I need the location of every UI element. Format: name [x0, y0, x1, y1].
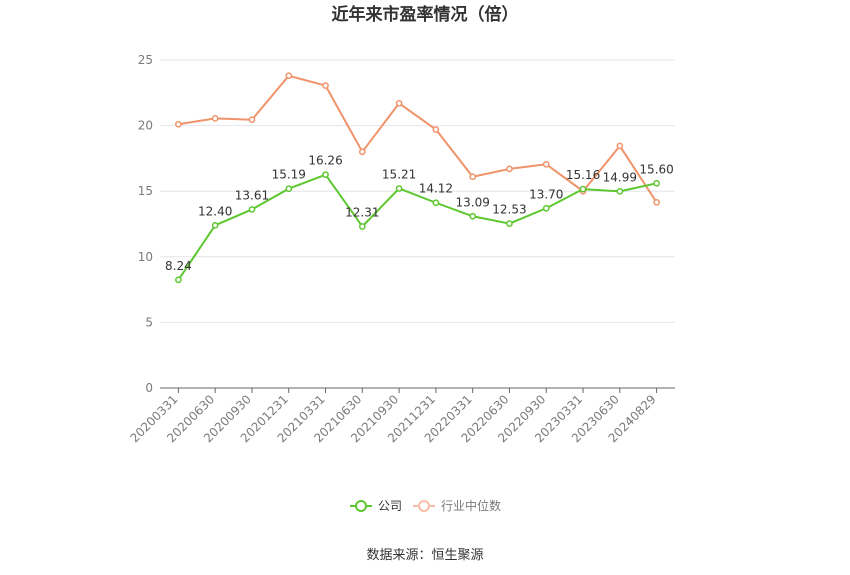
data-point[interactable] — [322, 82, 329, 89]
data-label: 14.99 — [603, 170, 637, 184]
data-point[interactable] — [285, 185, 293, 193]
data-point[interactable] — [248, 116, 256, 124]
data-point[interactable] — [175, 276, 182, 284]
data-label: 14.12 — [419, 182, 453, 196]
data-point[interactable] — [322, 171, 329, 179]
data-point[interactable] — [616, 142, 624, 150]
data-label: 12.53 — [492, 203, 526, 217]
series-line-company — [177, 173, 657, 281]
legend[interactable]: 公司 行业中位数 — [350, 498, 501, 513]
legend-item-industry-median[interactable]: 行业中位数 — [413, 498, 501, 513]
data-point[interactable] — [395, 99, 403, 107]
data-label: 15.19 — [272, 168, 306, 182]
chart-title: 近年来市盈率情况（倍） — [332, 4, 519, 25]
grid-lines — [160, 59, 675, 323]
legend-label-industry-median: 行业中位数 — [441, 498, 501, 513]
legend-swatch-marker — [418, 500, 430, 512]
y-tick-label: 20 — [138, 119, 153, 133]
data-point[interactable] — [653, 179, 660, 187]
y-tick-label: 5 — [145, 315, 153, 329]
data-labels: 8.2412.4013.6115.1916.2612.3115.2114.121… — [165, 154, 674, 273]
data-label: 15.16 — [566, 168, 600, 182]
data-point[interactable] — [395, 185, 403, 192]
data-point[interactable] — [506, 165, 513, 173]
data-label: 8.24 — [165, 259, 192, 273]
data-label: 13.09 — [455, 195, 489, 209]
data-point[interactable] — [248, 206, 256, 213]
data-point[interactable] — [358, 148, 366, 156]
y-tick-label: 0 — [145, 381, 153, 395]
data-point[interactable] — [358, 223, 366, 230]
data-point[interactable] — [542, 160, 550, 168]
source-note: 数据来源：恒生聚源 — [366, 548, 483, 563]
y-axis-ticks: 0 5 10 15 20 25 — [138, 53, 153, 395]
data-point[interactable] — [542, 204, 550, 212]
data-label: 12.31 — [345, 205, 379, 219]
x-axis-ticks: 2020033120200630202009302020123120210331… — [127, 388, 659, 445]
data-label: 16.26 — [308, 154, 342, 168]
y-tick-label: 10 — [138, 250, 153, 264]
series-line-industry-median — [178, 74, 658, 203]
data-point[interactable] — [211, 221, 219, 229]
legend-swatch-marker — [355, 500, 367, 512]
data-point[interactable] — [616, 187, 624, 195]
data-label: 12.40 — [198, 204, 232, 218]
data-point[interactable] — [653, 199, 660, 206]
data-point[interactable] — [175, 120, 182, 128]
y-tick-label: 15 — [138, 184, 153, 198]
data-point[interactable] — [469, 212, 477, 220]
data-point[interactable] — [579, 185, 587, 193]
data-point[interactable] — [432, 126, 440, 133]
legend-item-company[interactable]: 公司 — [350, 499, 402, 513]
data-point[interactable] — [469, 173, 477, 181]
y-tick-label: 25 — [138, 53, 153, 67]
data-label: 15.21 — [382, 167, 416, 181]
data-point[interactable] — [285, 72, 293, 80]
series-group — [175, 72, 660, 284]
data-point[interactable] — [506, 220, 513, 227]
data-point[interactable] — [432, 199, 440, 207]
data-label: 13.61 — [235, 188, 269, 202]
legend-label-company: 公司 — [378, 499, 402, 513]
data-label: 15.60 — [639, 162, 673, 176]
data-point[interactable] — [211, 115, 219, 122]
data-label: 13.70 — [529, 187, 563, 201]
